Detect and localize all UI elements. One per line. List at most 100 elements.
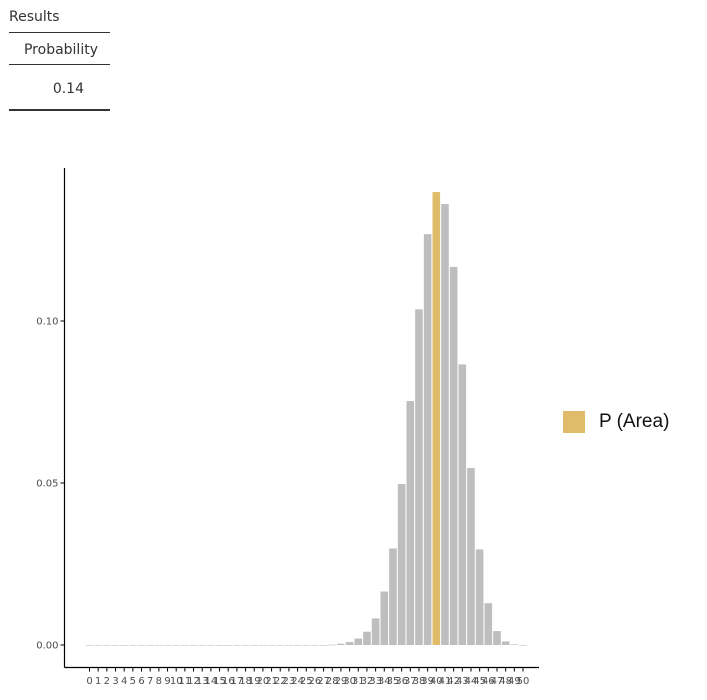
bar [423,234,432,646]
x-tick-label: 29 [335,676,348,687]
bar [224,645,233,646]
x-tick-label: 33 [369,676,382,687]
results-title: Results [9,9,60,25]
x-tick-label: 28 [326,676,339,687]
x-tick-label: 12 [187,676,200,687]
bar [449,266,458,645]
bar [363,631,371,645]
bar [467,468,475,645]
bar [120,645,128,646]
y-tick-label: 0.05 [36,479,58,490]
x-tick-label: 39 [421,676,434,687]
y-ticks-layer: 0.00 0.05 0.10 [36,317,65,652]
x-tick-label: 47 [491,676,504,687]
x-tick-label: 26 [309,676,322,687]
results-probability-value: 0.14 [52,81,84,97]
x-tick-label: 34 [378,676,391,687]
bar [311,645,319,646]
x-tick-label: 38 [413,676,426,687]
bar [215,645,224,646]
legend-label: P (Area) [599,411,670,432]
bar [189,645,198,646]
x-tick-label: 9 [164,676,170,687]
x-tick-label: 11 [179,676,192,687]
bar [233,645,241,646]
x-tick-label: 1 [95,676,101,687]
bar [328,644,337,646]
x-tick-label: 17 [231,676,244,687]
bar [475,549,484,645]
x-tick-label: 3 [112,676,118,687]
x-tick-label: 0 [86,676,92,687]
x-tick-label: 8 [156,676,162,687]
bar [241,645,250,646]
bar [259,645,267,646]
x-tick-label: 43 [456,676,469,687]
x-tick-label: 22 [274,676,287,687]
bar [267,645,276,646]
x-tick-label: 46 [482,676,495,687]
results-top-rule [9,32,110,33]
x-tick-label: 48 [499,676,512,687]
bar [129,645,137,646]
results-bottom-rule [9,109,110,111]
bar [406,401,415,645]
x-tick-label: 4 [121,676,127,687]
bar [137,645,146,646]
bar [354,638,363,645]
x-tick-label: 5 [130,676,136,687]
bar [172,645,180,646]
x-tick-label: 31 [352,676,365,687]
bar [371,618,380,645]
x-tick-label: 37 [404,676,417,687]
x-tick-label: 10 [170,676,183,687]
x-tick-label: 21 [265,676,278,687]
bar [493,631,501,645]
bar [345,642,354,645]
x-tick-label: 18 [239,676,252,687]
x-tick-label: 23 [283,676,296,687]
bar [458,364,467,645]
x-tick-label: 24 [291,676,304,687]
bar [111,645,120,646]
x-tick-label: 19 [248,676,261,687]
results-header-rule [9,64,110,65]
bar [85,645,94,646]
bar [181,645,189,646]
x-tick-label: 40 [430,676,443,687]
results-column-header: Probability [23,42,98,58]
x-tick-label: 32 [361,676,374,687]
legend: P (Area) [563,410,669,434]
bar [302,645,311,646]
x-tick-label: 7 [147,676,153,687]
x-tick-label: 13 [196,676,209,687]
bar [397,483,406,645]
bar-highlighted [432,192,441,646]
bar [103,645,111,646]
bar [389,548,397,645]
x-tick-label: 49 [508,676,521,687]
bar [146,645,154,646]
x-ticks-layer: 0 1 2 3 4 5 6 7 8 9 101112131415161718192021222324… [86,667,530,687]
bar [198,645,207,646]
bar [155,645,163,646]
x-tick-label: 45 [473,676,486,687]
x-tick-label: 16 [222,676,235,687]
y-tick-label: 0.00 [36,641,58,652]
x-tick-label: 14 [205,676,218,687]
x-tick-label: 27 [317,676,330,687]
bar [441,204,449,646]
bar [250,645,259,646]
x-tick-label: 42 [447,676,460,687]
legend-swatch [563,411,585,433]
bar [285,645,293,646]
x-tick-label: 2 [104,676,110,687]
bar [380,591,389,645]
x-tick-label: 35 [387,676,400,687]
bar [163,645,172,646]
bar [207,645,215,646]
bar [293,645,302,646]
x-tick-label: 50 [517,676,530,687]
x-tick-label: 36 [395,676,408,687]
